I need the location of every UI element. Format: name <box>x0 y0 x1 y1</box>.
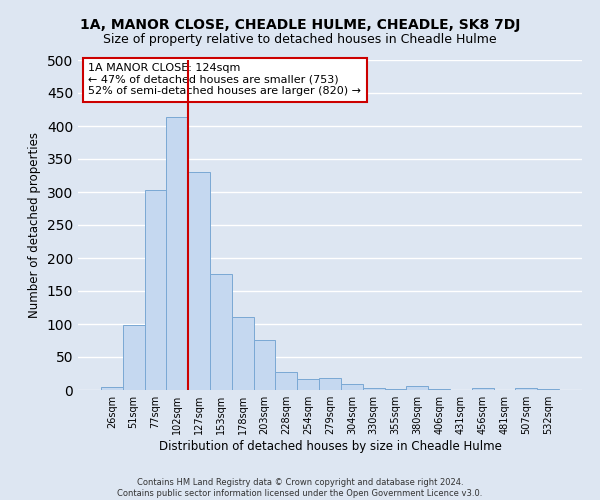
Y-axis label: Number of detached properties: Number of detached properties <box>28 132 41 318</box>
Bar <box>210 274 232 390</box>
Bar <box>319 378 341 390</box>
Bar <box>166 118 188 390</box>
Bar <box>232 318 254 390</box>
Bar <box>275 372 297 390</box>
Bar <box>515 388 537 390</box>
Bar <box>472 388 494 390</box>
Bar <box>385 388 406 390</box>
Text: 1A, MANOR CLOSE, CHEADLE HULME, CHEADLE, SK8 7DJ: 1A, MANOR CLOSE, CHEADLE HULME, CHEADLE,… <box>80 18 520 32</box>
Bar <box>145 190 166 390</box>
Bar <box>406 386 428 390</box>
Bar <box>101 386 123 390</box>
Bar <box>341 384 363 390</box>
Bar <box>188 172 210 390</box>
Text: 1A MANOR CLOSE: 124sqm
← 47% of detached houses are smaller (753)
52% of semi-de: 1A MANOR CLOSE: 124sqm ← 47% of detached… <box>88 64 361 96</box>
Text: Size of property relative to detached houses in Cheadle Hulme: Size of property relative to detached ho… <box>103 32 497 46</box>
Bar <box>363 388 385 390</box>
Bar <box>254 340 275 390</box>
Bar <box>297 379 319 390</box>
Text: Contains HM Land Registry data © Crown copyright and database right 2024.
Contai: Contains HM Land Registry data © Crown c… <box>118 478 482 498</box>
Bar <box>428 388 450 390</box>
Bar <box>537 388 559 390</box>
X-axis label: Distribution of detached houses by size in Cheadle Hulme: Distribution of detached houses by size … <box>158 440 502 453</box>
Bar <box>123 324 145 390</box>
